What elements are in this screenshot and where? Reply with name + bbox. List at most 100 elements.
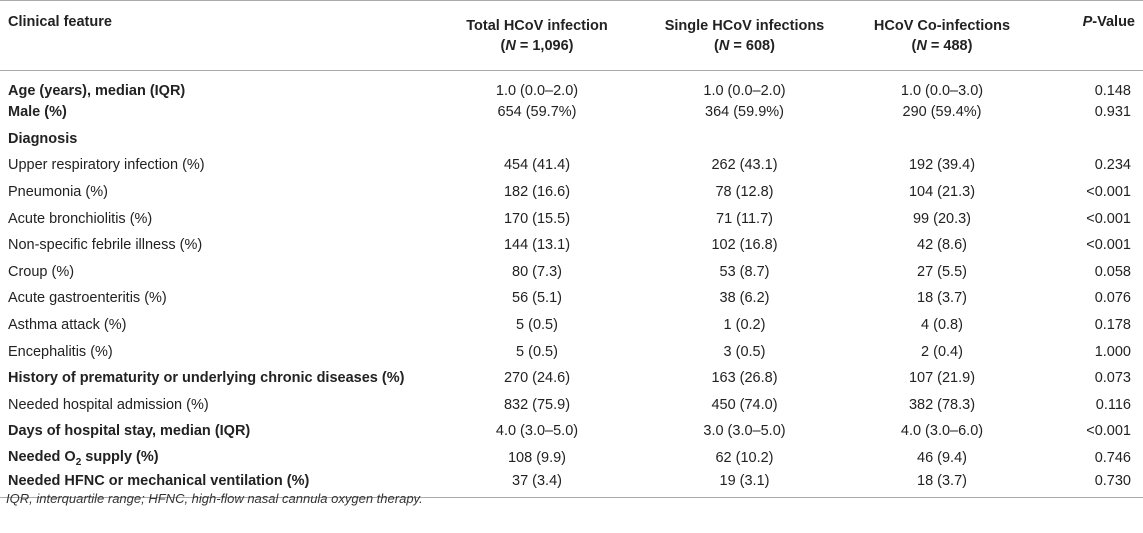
table-footnote: IQR, interquartile range; HFNC, high-flo… — [6, 491, 423, 506]
cell-single: 53 (8.7) — [719, 263, 770, 280]
cell-total: 5 (0.5) — [516, 343, 558, 360]
cell-total: 37 (3.4) — [432, 471, 642, 499]
cell-coinfections: 18 (3.7) — [847, 471, 1037, 499]
row-label: Needed O2 supply (%) — [8, 448, 159, 468]
cell-coinfections: 382 (78.3) — [908, 396, 976, 413]
cell-total: 108 (9.9) — [507, 450, 567, 467]
header-clinical-feature: Clinical feature — [0, 0, 432, 71]
cell-coinfections: 18 (3.7) — [917, 290, 967, 307]
cell-single: 1.0 (0.0–2.0) — [703, 83, 786, 99]
cell-single: 3 (0.5) — [723, 343, 766, 360]
table-row: Encephalitis (%) 5 (0.5) 3 (0.5) 2 (0.4) 1.0… — [0, 338, 1143, 365]
clinical-features-table: Clinical feature Total HCoV infection (N… — [0, 0, 1143, 499]
cell-single: 62 (10.2) — [715, 450, 774, 467]
cell-coinfections: 4 (0.8) — [921, 317, 963, 334]
cell-total: 270 (24.6) — [503, 370, 571, 387]
cell-total: 454 (41.4) — [503, 157, 571, 174]
cell-single — [642, 126, 847, 153]
row-label: Pneumonia (%) — [8, 184, 108, 201]
row-label: Diagnosis — [8, 130, 78, 147]
cell-p-value: 0.148 — [1094, 83, 1131, 99]
cell-p-value: 0.073 — [1094, 370, 1131, 387]
row-label: Upper respiratory infection (%) — [8, 157, 205, 174]
cell-coinfections — [847, 126, 1037, 153]
cell-p-value: 0.746 — [1094, 450, 1131, 467]
header-total: Total HCoV infection (N = 1,096) — [432, 0, 642, 71]
row-label: Croup (%) — [8, 263, 75, 280]
header-single: Single HCoV infections (N = 608) — [642, 0, 847, 71]
cell-p-value: 0.931 — [1094, 104, 1131, 121]
cell-single: 38 (6.2) — [719, 290, 770, 307]
cell-single: 71 (11.7) — [716, 210, 773, 227]
cell-single: 450 (74.0) — [711, 396, 778, 413]
cell-p-value: 0.730 — [1037, 471, 1143, 499]
cell-coinfections: 1.0 (0.0–3.0) — [900, 83, 984, 99]
table-row: Age (years), median (IQR) 1.0 (0.0–2.0) 1.… — [0, 71, 1143, 99]
table-row: Needed hospital admission (%) 832 (75.9) 4… — [0, 392, 1143, 419]
table-row: Diagnosis — [0, 126, 1143, 153]
cell-p-value: <0.001 — [1086, 237, 1131, 254]
table-row: Croup (%) 80 (7.3) 53 (8.7) 27 (5.5) 0.058 — [0, 259, 1143, 286]
table-row: Male (%) 654 (59.7%) 364 (59.9%) 290 (59.4%… — [0, 99, 1143, 126]
cell-single: 364 (59.9%) — [705, 104, 784, 121]
table-row: Acute gastroenteritis (%) 56 (5.1) 38 (6.2… — [0, 285, 1143, 312]
cell-p-value: 1.000 — [1094, 343, 1131, 360]
cell-coinfections: 2 (0.4) — [921, 343, 963, 360]
cell-p-value: 0.076 — [1094, 290, 1131, 307]
cell-p-value: 0.116 — [1095, 396, 1131, 413]
cell-single: 262 (43.1) — [711, 157, 778, 174]
header-coinfections: HCoV Co-infections (N = 488) — [847, 0, 1037, 71]
cell-coinfections: 4.0 (3.0–6.0) — [900, 423, 984, 440]
cell-single: 3.0 (3.0–5.0) — [703, 423, 786, 440]
table-row: Needed HFNC or mechanical ventilation (%… — [0, 471, 1143, 499]
table-row: Pneumonia (%) 182 (16.6) 78 (12.8) 104 (21.… — [0, 179, 1143, 206]
cell-total: 80 (7.3) — [512, 263, 562, 280]
cell-p-value: 0.058 — [1094, 263, 1131, 280]
cell-total: 170 (15.5) — [503, 210, 571, 227]
table-row: Days of hospital stay, median (IQR) 4.0 (… — [0, 418, 1143, 445]
cell-p-value: 0.178 — [1094, 317, 1131, 334]
table-row: Non-specific febrile illness (%) 144 (13.… — [0, 232, 1143, 259]
row-label: Encephalitis (%) — [8, 343, 113, 360]
cell-coinfections: 99 (20.3) — [912, 210, 972, 227]
row-label: Needed hospital admission (%) — [8, 396, 209, 413]
cell-p-value: <0.001 — [1086, 210, 1131, 227]
cell-p-value: <0.001 — [1086, 423, 1131, 440]
row-label: Male (%) — [8, 104, 67, 121]
cell-p-value — [1037, 126, 1143, 153]
row-label: Age (years), median (IQR) — [8, 83, 186, 99]
cell-coinfections: 27 (5.5) — [917, 263, 967, 280]
cell-total: 182 (16.6) — [503, 184, 571, 201]
cell-total: 1.0 (0.0–2.0) — [495, 83, 579, 99]
cell-coinfections: 192 (39.4) — [908, 157, 976, 174]
cell-single: 102 (16.8) — [711, 237, 778, 254]
table-row: Acute bronchiolitis (%) 170 (15.5) 71 (11.… — [0, 205, 1143, 232]
cell-coinfections: 104 (21.3) — [908, 184, 976, 201]
row-label: History of prematurity or underlying chr… — [8, 370, 405, 387]
cell-single: 19 (3.1) — [642, 471, 847, 499]
row-label: Asthma attack (%) — [8, 317, 127, 334]
row-label: Non-specific febrile illness (%) — [8, 237, 203, 254]
cell-total — [432, 126, 642, 153]
row-label: Acute bronchiolitis (%) — [8, 210, 153, 227]
cell-coinfections: 46 (9.4) — [917, 450, 967, 467]
cell-total: 5 (0.5) — [516, 317, 558, 334]
cell-total: 144 (13.1) — [503, 237, 571, 254]
row-label: Acute gastroenteritis (%) — [8, 290, 167, 307]
header-p-value: P-Value — [1037, 0, 1143, 71]
row-label: Days of hospital stay, median (IQR) — [8, 423, 251, 440]
cell-total: 654 (59.7%) — [497, 104, 577, 121]
cell-single: 163 (26.8) — [711, 370, 778, 387]
cell-coinfections: 42 (8.6) — [917, 237, 967, 254]
cell-coinfections: 107 (21.9) — [908, 370, 976, 387]
table-row: History of prematurity or underlying chr… — [0, 365, 1143, 392]
cell-p-value: <0.001 — [1086, 184, 1131, 201]
table-row: Asthma attack (%) 5 (0.5) 1 (0.2) 4 (0.8) 0.… — [0, 312, 1143, 339]
table-body: Age (years), median (IQR) 1.0 (0.0–2.0) 1.… — [0, 71, 1143, 499]
cell-total: 832 (75.9) — [503, 396, 571, 413]
cell-p-value: 0.234 — [1094, 157, 1131, 174]
cell-single: 1 (0.2) — [723, 317, 766, 334]
table-header: Clinical feature Total HCoV infection (N… — [0, 0, 1143, 71]
table-row: Upper respiratory infection (%) 454 (41.4… — [0, 152, 1143, 179]
